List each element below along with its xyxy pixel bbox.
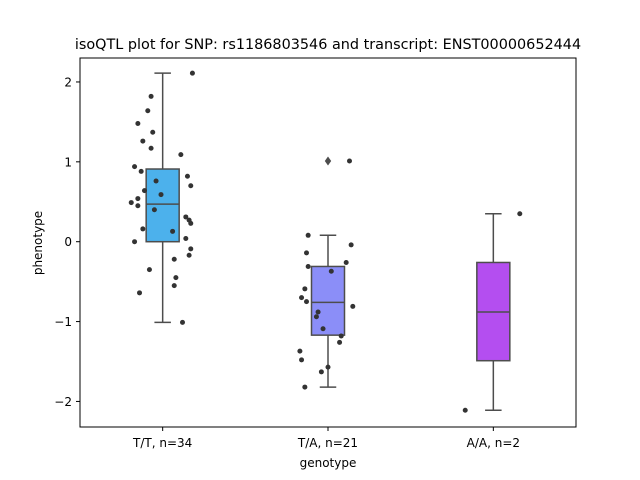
axes: T/T, n=34 T/A, n=21 A/A, n=2 −2 −1 0 1 2 (54, 75, 520, 450)
x-axis-label: genotype (300, 456, 357, 470)
data-point (337, 339, 343, 345)
outlier-marker (324, 156, 332, 166)
plot-area (128, 70, 523, 413)
data-point (173, 275, 179, 281)
data-point (304, 250, 310, 256)
iqr-box (310, 265, 346, 336)
data-point (350, 303, 356, 309)
data-point (132, 239, 138, 245)
data-point (338, 333, 344, 339)
data-point (315, 309, 321, 315)
data-point (184, 173, 190, 179)
data-point (313, 314, 319, 320)
data-point (171, 256, 177, 262)
data-point (299, 295, 305, 301)
data-point (343, 259, 349, 265)
data-point (328, 268, 334, 274)
data-point (140, 226, 146, 232)
data-point (305, 232, 311, 238)
data-point (346, 158, 352, 164)
data-point (135, 196, 141, 202)
data-point (128, 200, 134, 206)
data-point (517, 211, 523, 217)
data-point (183, 214, 189, 220)
x-tick-label: T/A, n=21 (297, 436, 358, 450)
box-group-1 (128, 70, 195, 325)
data-point (141, 188, 147, 194)
data-point (148, 93, 154, 99)
data-point (151, 207, 157, 213)
data-point (325, 364, 331, 370)
x-tick-label: T/T, n=34 (132, 436, 192, 450)
data-point (153, 178, 159, 184)
data-point (137, 290, 143, 296)
data-point (171, 283, 177, 289)
data-point (178, 152, 184, 158)
data-point (150, 129, 156, 135)
data-point (135, 120, 141, 126)
data-point (299, 357, 305, 363)
data-point (183, 236, 189, 242)
data-point (158, 192, 164, 198)
data-point (318, 369, 324, 375)
data-point (189, 70, 195, 76)
data-point (132, 164, 138, 170)
y-tick-label: 1 (64, 155, 72, 169)
data-point (135, 203, 141, 209)
y-tick-label: −1 (54, 315, 72, 329)
data-point (305, 263, 311, 269)
data-point (320, 326, 326, 332)
data-point (146, 267, 152, 273)
data-point (462, 407, 468, 413)
data-point (188, 220, 194, 226)
data-point (148, 145, 154, 151)
box-group-2 (297, 156, 356, 390)
y-tick-label: 2 (64, 75, 72, 89)
data-point (145, 108, 151, 114)
data-point (170, 228, 176, 234)
y-tick-label: 0 (64, 235, 72, 249)
chart-title: isoQTL plot for SNP: rs1186803546 and tr… (75, 37, 581, 53)
data-point (302, 384, 308, 390)
data-point (138, 168, 144, 174)
data-point (348, 242, 354, 248)
data-point (297, 348, 303, 354)
y-axis-label: phenotype (31, 211, 45, 275)
x-tick-label: A/A, n=2 (467, 436, 520, 450)
data-point (188, 183, 194, 189)
data-point (302, 286, 308, 292)
data-point (304, 299, 310, 305)
data-point (188, 246, 194, 252)
y-tick-label: −2 (54, 395, 72, 409)
data-point (186, 252, 192, 258)
data-point (140, 138, 146, 144)
data-point (180, 319, 186, 325)
box-group-3 (462, 211, 523, 413)
